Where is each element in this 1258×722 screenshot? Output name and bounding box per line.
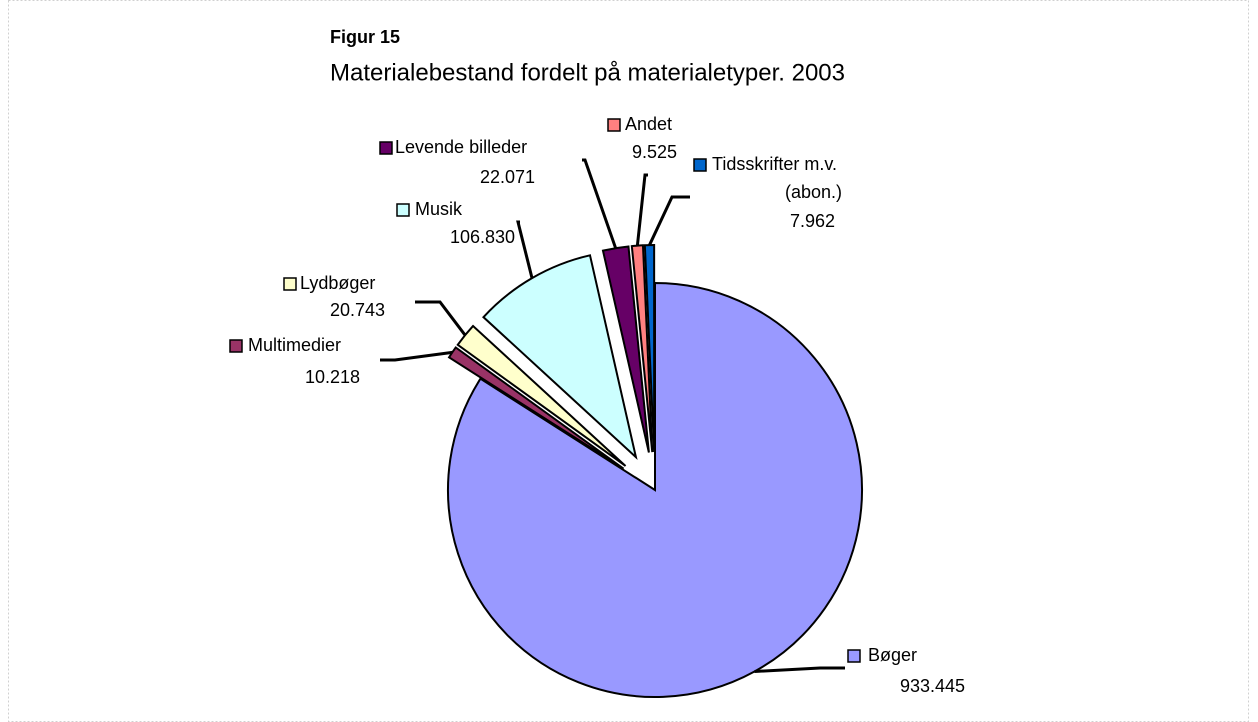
value-label: 20.743 bbox=[330, 300, 385, 320]
pie-slice bbox=[482, 254, 638, 461]
legend-swatch bbox=[607, 118, 621, 132]
chart-subtitle: Materialebestand fordelt på materialetyp… bbox=[330, 59, 845, 86]
leader-line bbox=[635, 173, 648, 246]
pie-slice bbox=[447, 346, 625, 470]
legend-swatch bbox=[847, 649, 861, 663]
leader-line bbox=[380, 350, 453, 362]
value-label: 10.218 bbox=[305, 367, 360, 387]
legend-swatch bbox=[229, 339, 243, 353]
value-label: 9.525 bbox=[632, 142, 677, 162]
slice-label: Musik bbox=[415, 199, 463, 219]
legend-swatch bbox=[693, 158, 707, 172]
legend-swatch bbox=[379, 141, 393, 155]
slice-label: Bøger bbox=[868, 645, 917, 665]
slice-label: Multimedier bbox=[248, 335, 341, 355]
value-label: 22.071 bbox=[480, 167, 535, 187]
pie-slice bbox=[643, 244, 656, 453]
leader-line bbox=[516, 220, 534, 279]
value-label: 933.445 bbox=[900, 676, 965, 696]
leader-line bbox=[648, 195, 690, 246]
leader-line bbox=[754, 666, 845, 673]
pie-slice bbox=[447, 281, 863, 698]
value-label: 106.830 bbox=[450, 227, 515, 247]
leader-line bbox=[582, 158, 618, 249]
legend-swatch bbox=[396, 203, 410, 217]
value-label: 7.962 bbox=[790, 211, 835, 231]
chart-title: Figur 15 bbox=[330, 27, 400, 47]
legend-swatch bbox=[283, 277, 297, 291]
slice-label: Lydbøger bbox=[300, 273, 375, 293]
leader-line bbox=[415, 300, 467, 337]
slice-label: Tidsskrifter m.v. (abon.) bbox=[712, 154, 842, 202]
slice-label: Levende billeder bbox=[395, 137, 527, 157]
slice-label: Andet bbox=[625, 114, 672, 134]
